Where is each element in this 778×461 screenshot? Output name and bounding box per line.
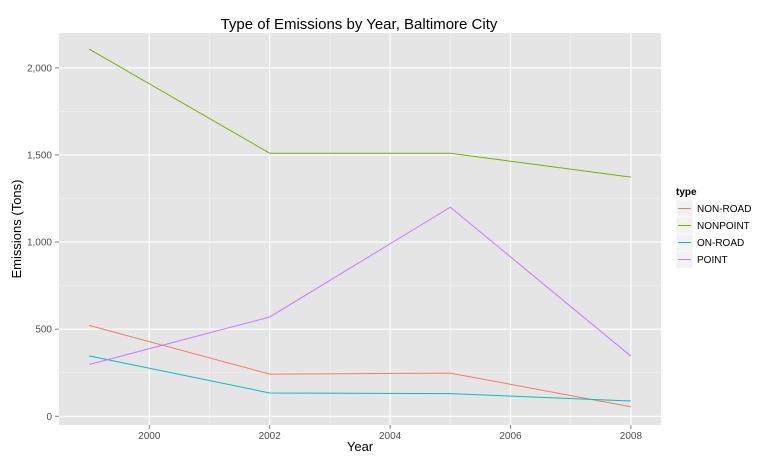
x-tick-label: 2004 (379, 431, 402, 442)
series-line-nonpoint (88, 48, 631, 178)
y-tick-label: 0 (46, 412, 52, 423)
x-tick-label: 2002 (259, 431, 282, 442)
legend-label: POINT (697, 255, 728, 266)
y-axis-ticks: 0 500 1,000 1,500 2,000 (27, 63, 59, 423)
series-line-point (88, 206, 632, 366)
x-axis-ticks: 2000 2002 2004 2006 2008 (138, 425, 642, 442)
minor-gridlines (59, 33, 661, 425)
legend-label: NON-ROAD (697, 204, 751, 215)
legend: type NON-ROAD NONPOINT ON-ROAD POINT (675, 187, 751, 269)
y-tick-label: 1,000 (27, 238, 52, 249)
legend-label: NONPOINT (697, 221, 750, 232)
legend-label: ON-ROAD (697, 238, 744, 249)
plot-panel (59, 33, 661, 425)
y-tick-label: 1,500 (27, 150, 52, 161)
series-line-non-road (88, 324, 631, 408)
chart-title: Type of Emissions by Year, Baltimore Cit… (221, 16, 498, 33)
y-axis-title: Emissions (Tons) (9, 180, 24, 279)
major-gridlines (59, 33, 661, 425)
x-tick-label: 2000 (138, 431, 161, 442)
legend-title: type (676, 187, 697, 198)
y-tick-label: 500 (35, 325, 52, 336)
series-lines (88, 48, 632, 408)
x-tick-label: 2006 (499, 431, 522, 442)
y-tick-label: 2,000 (27, 63, 52, 74)
x-tick-label: 2008 (620, 431, 643, 442)
series-line-on-road (88, 355, 631, 402)
x-axis-title: Year (347, 439, 374, 454)
